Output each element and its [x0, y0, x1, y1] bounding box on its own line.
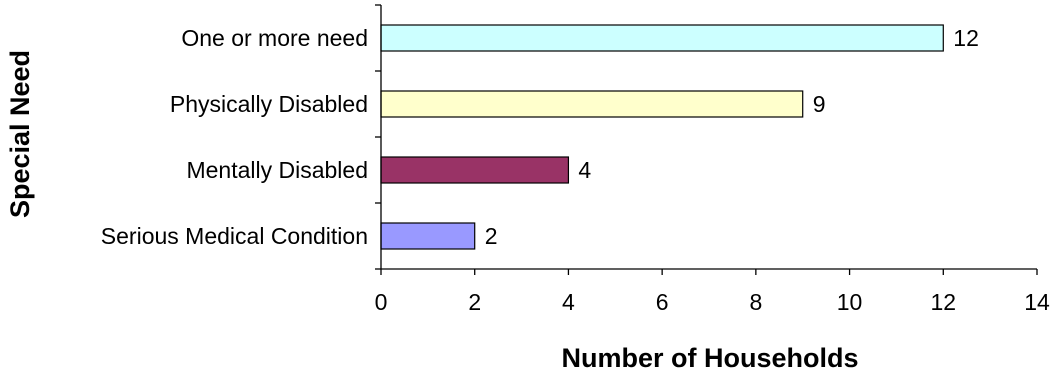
- category-label-physically-disabled: Physically Disabled: [170, 91, 368, 117]
- category-label-mentally-disabled: Mentally Disabled: [186, 157, 368, 183]
- axes-group: One or more need Physically Disabled Menta…: [101, 4, 1050, 315]
- x-tick-label: 2: [468, 289, 481, 315]
- x-tick-label: 4: [562, 289, 575, 315]
- data-label-mentally-disabled: 4: [578, 157, 591, 183]
- x-tick-label: 14: [1024, 289, 1050, 315]
- data-label-physically-disabled: 9: [813, 91, 826, 117]
- bar-serious-medical-condition: [380, 222, 476, 250]
- x-tick-label: 6: [656, 289, 669, 315]
- bar-physically-disabled: [380, 90, 804, 118]
- y-axis-title: Special Need: [5, 50, 35, 218]
- category-label-one-or-more-need: One or more need: [181, 25, 368, 51]
- bar-one-or-more-need: [380, 24, 944, 52]
- x-axis-title: Number of Households: [561, 343, 858, 373]
- data-label-one-or-more-need: 12: [953, 25, 979, 51]
- bars-group: 12 9 4 2: [380, 24, 979, 250]
- data-label-serious-medical-condition: 2: [485, 223, 498, 249]
- x-tick-label: 0: [375, 289, 388, 315]
- x-tick-label: 8: [749, 289, 762, 315]
- x-tick-label: 12: [930, 289, 956, 315]
- bar-mentally-disabled: [380, 156, 570, 184]
- category-label-serious-medical-condition: Serious Medical Condition: [101, 223, 368, 249]
- x-tick-label: 10: [837, 289, 863, 315]
